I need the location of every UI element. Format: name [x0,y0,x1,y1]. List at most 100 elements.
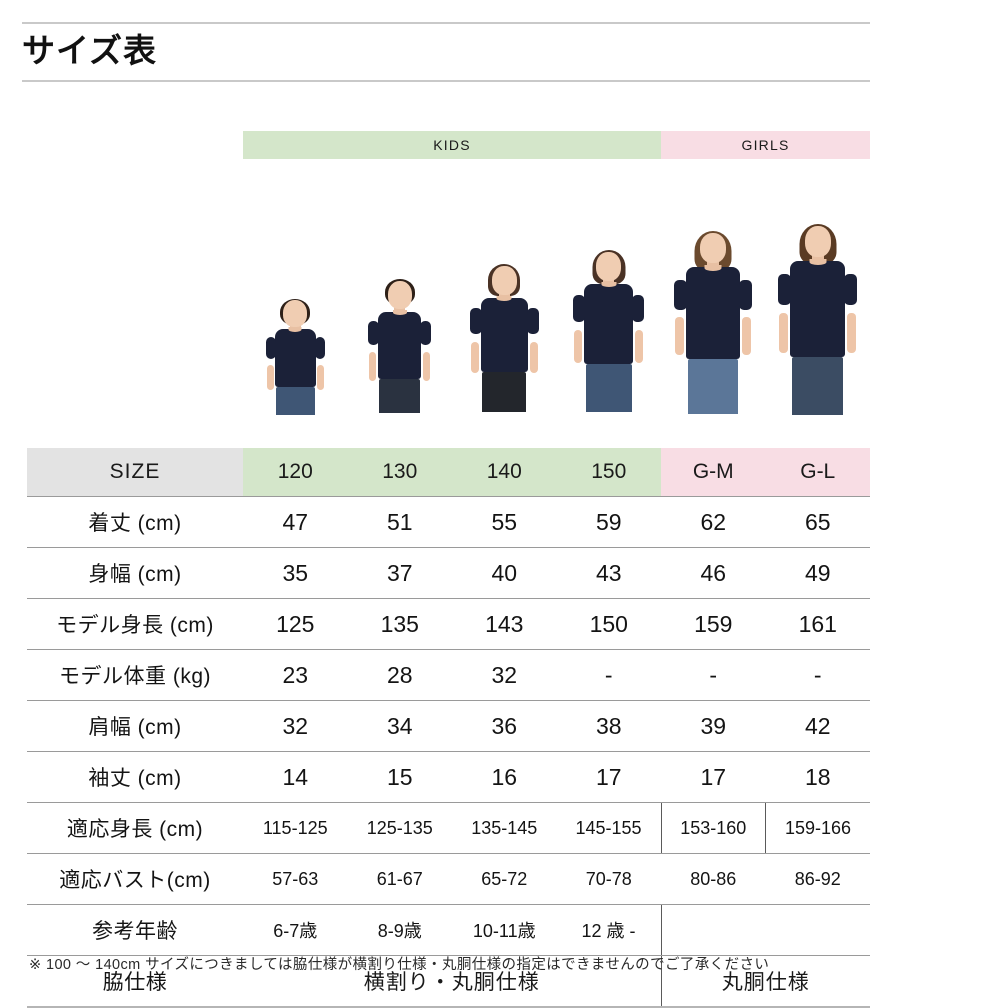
row-label: 脇仕様 [27,955,243,1008]
cell-value: - [556,649,661,701]
header-col-g-l: G-L [765,448,870,497]
model-photo-strip [243,200,870,448]
cell-value: 43 [556,547,661,599]
cell-value: 159-166 [765,802,870,854]
table-row-side-spec: 脇仕様 横割り・丸胴仕様 丸胴仕様 [27,955,870,1008]
title-rule-top [22,22,870,24]
cell-value: 65 [765,496,870,548]
table-row-katahaba: 肩幅 (cm) 32 34 36 38 39 42 [27,700,870,752]
band-girls: GIRLS [661,131,870,159]
table-row-fit-bust: 適応バスト(cm) 57-63 61-67 65-72 70-78 80-86 … [27,853,870,905]
cell-value: 15 [347,751,452,803]
row-label: 参考年齢 [27,904,243,956]
cell-value: 150 [556,598,661,650]
row-label: 適応身長 (cm) [27,802,243,854]
table-header-row: SIZE 120 130 140 150 G-M G-L [27,448,870,497]
cell-value: 36 [452,700,557,752]
table-row-reference-age: 参考年齢 6-7歳 8-9歳 10-11歳 12 歳 - [27,904,870,956]
cell-value [765,904,870,956]
cell-value: 135-145 [452,802,557,854]
cell-value: 28 [347,649,452,701]
cell-value: 159 [661,598,766,650]
header-col-120: 120 [243,448,348,497]
model-photo-130 [348,200,453,448]
cell-value: 38 [556,700,661,752]
cell-value: 35 [243,547,348,599]
table-row-fit-height: 適応身長 (cm) 115-125 125-135 135-145 145-15… [27,802,870,854]
cell-value: 10-11歳 [452,904,557,956]
row-label: 適応バスト(cm) [27,853,243,905]
cell-value: 115-125 [243,802,348,854]
cell-value: 51 [347,496,452,548]
cell-value: 59 [556,496,661,548]
cell-value: 8-9歳 [347,904,452,956]
cell-value: 16 [452,751,557,803]
row-label: 着丈 (cm) [27,496,243,548]
cell-value: - [661,649,766,701]
cell-value: 6-7歳 [243,904,348,956]
cell-value: 18 [765,751,870,803]
cell-value: 39 [661,700,766,752]
row-label: 袖丈 (cm) [27,751,243,803]
size-table: SIZE 120 130 140 150 G-M G-L 着丈 (cm) 47 … [27,448,870,1008]
cell-value: 125-135 [347,802,452,854]
title-block: サイズ表 [22,22,870,82]
cell-value: 61-67 [347,853,452,905]
header-size-label: SIZE [27,448,243,497]
row-label: 身幅 (cm) [27,547,243,599]
cell-value: 80-86 [661,853,766,905]
cell-value: 40 [452,547,557,599]
footnote-text: ※ 100 〜 140cm サイズにつきましては脇仕様が横割り仕様・丸胴仕様の指… [29,957,770,973]
row-label: 肩幅 (cm) [27,700,243,752]
cell-value: 57-63 [243,853,348,905]
table-row-model-height: モデル身長 (cm) 125 135 143 150 159 161 [27,598,870,650]
cell-value: 46 [661,547,766,599]
cell-value: 86-92 [765,853,870,905]
table-row-model-weight: モデル体重 (kg) 23 28 32 - - - [27,649,870,701]
model-photo-g-l [766,200,871,448]
cell-value-kids-spec: 横割り・丸胴仕様 [243,955,662,1008]
cell-value: 62 [661,496,766,548]
cell-value: 12 歳 - [556,904,662,956]
header-col-g-m: G-M [661,448,766,497]
cell-value [661,904,766,956]
model-photo-g-m [661,200,766,448]
cell-value: 17 [661,751,766,803]
cell-value: 37 [347,547,452,599]
cell-value: 14 [243,751,348,803]
cell-value: 32 [452,649,557,701]
cell-value: 153-160 [660,802,766,854]
model-photo-140 [452,200,557,448]
row-label: モデル身長 (cm) [27,598,243,650]
row-label: モデル体重 (kg) [27,649,243,701]
cell-value: 34 [347,700,452,752]
cell-value: 47 [243,496,348,548]
cell-value: 70-78 [556,853,661,905]
cell-value: 55 [452,496,557,548]
cell-value: 161 [765,598,870,650]
table-row-mihaba: 身幅 (cm) 35 37 40 43 46 49 [27,547,870,599]
cell-value: 23 [243,649,348,701]
header-col-150: 150 [556,448,661,497]
cell-value: - [765,649,870,701]
cell-value: 49 [765,547,870,599]
header-col-140: 140 [452,448,557,497]
title-rule-bottom [22,79,870,82]
model-photo-120 [243,200,348,448]
cell-value: 17 [556,751,661,803]
cell-value-girls-spec: 丸胴仕様 [661,955,870,1008]
cell-value: 145-155 [556,802,661,854]
band-kids: KIDS [243,131,661,159]
table-row-sodetake: 袖丈 (cm) 14 15 16 17 17 18 [27,751,870,803]
size-table-wrapper: SIZE 120 130 140 150 G-M G-L 着丈 (cm) 47 … [27,448,870,1008]
table-row-kitake: 着丈 (cm) 47 51 55 59 62 65 [27,496,870,548]
cell-value: 135 [347,598,452,650]
cell-value: 65-72 [452,853,557,905]
cell-value: 32 [243,700,348,752]
page-title: サイズ表 [22,32,158,69]
model-photo-150 [557,200,662,448]
cell-value: 125 [243,598,348,650]
header-col-130: 130 [347,448,452,497]
category-bands: KIDS GIRLS [243,131,870,159]
